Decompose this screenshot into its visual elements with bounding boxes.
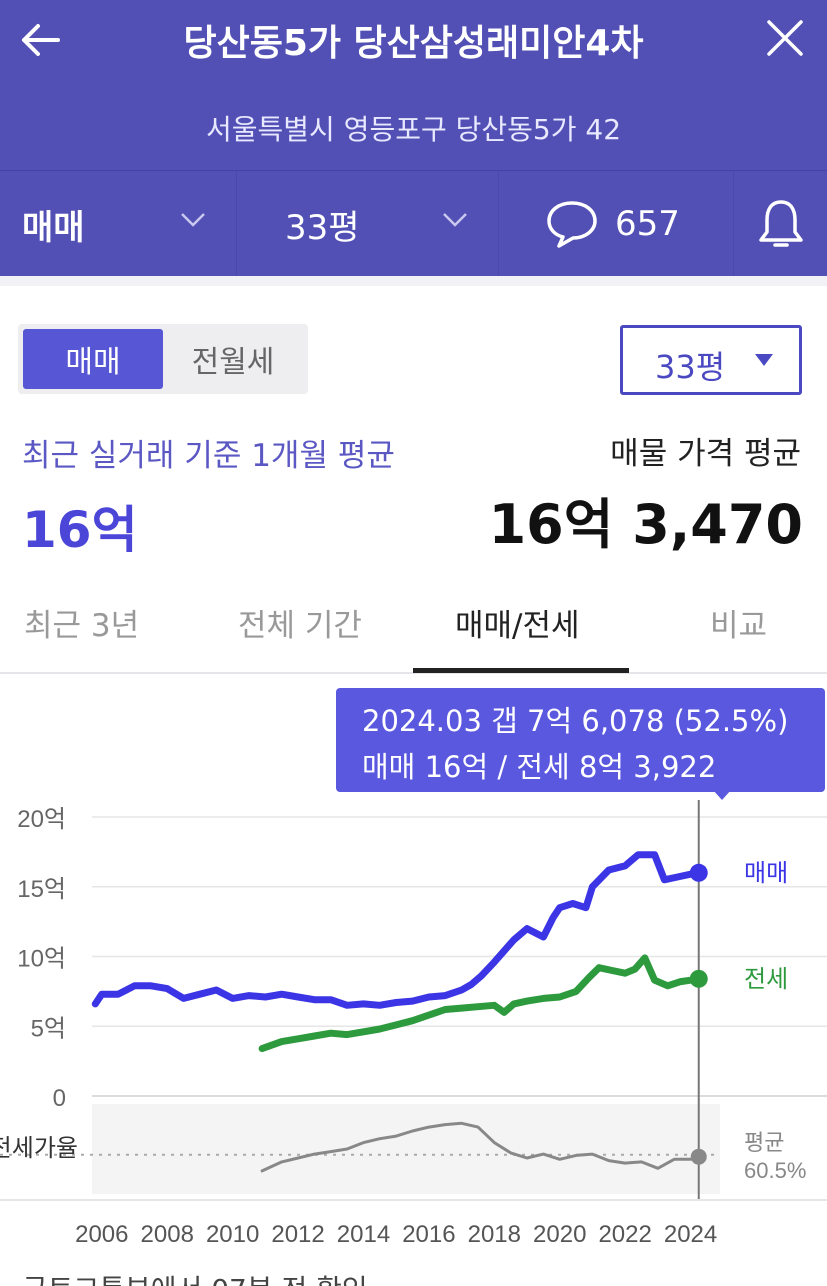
recent-trade-label: 최근 실거래 기준 1개월 평균 xyxy=(22,438,395,474)
chevron-down-icon xyxy=(443,213,467,227)
sale-end-marker xyxy=(689,863,708,882)
recent-trade-value: 16억 xyxy=(22,501,138,559)
jeonse-end-marker xyxy=(689,969,708,988)
caret-down-icon xyxy=(755,354,773,366)
x-tick-label: 2010 xyxy=(206,1221,259,1248)
y-tick-label: 0 xyxy=(53,1085,66,1112)
jeonse-end-label: 전세 xyxy=(744,966,788,993)
x-tick-label: 2016 xyxy=(402,1221,455,1248)
x-tick-label: 2020 xyxy=(533,1221,586,1248)
y-tick-label: 20억 xyxy=(17,806,66,833)
tab-compare[interactable]: 비교 xyxy=(710,608,768,644)
back-arrow-icon[interactable] xyxy=(18,18,62,62)
chart-tooltip: 2024.03 갭 7억 6,078 (52.5%) 매매 16억 / 전세 8… xyxy=(336,688,825,792)
filter-toolbar: 매매 33평 657 xyxy=(0,170,827,277)
ratio-series-line xyxy=(260,1121,701,1173)
tooltip-gap-line: 2024.03 갭 7억 6,078 (52.5%) xyxy=(362,704,789,738)
size-select-value: 33평 xyxy=(655,348,726,386)
ratio-band-bg xyxy=(92,1104,720,1194)
size-select[interactable]: 33평 xyxy=(620,325,802,395)
tooltip-arrow xyxy=(713,790,731,800)
segment-rent[interactable]: 전월세 xyxy=(191,345,275,380)
y-tick-label: 5억 xyxy=(31,1015,66,1042)
alert-button[interactable] xyxy=(734,171,827,277)
listing-average-label: 매물 가격 평균 xyxy=(610,436,801,472)
ratio-end-marker xyxy=(690,1148,707,1165)
listing-average-value: 16억 3,470 xyxy=(488,493,803,556)
x-tick-label: 2018 xyxy=(468,1221,521,1248)
bell-icon xyxy=(758,200,803,247)
x-tick-label: 2022 xyxy=(598,1221,651,1248)
close-icon[interactable] xyxy=(765,18,805,58)
trade-type-dropdown[interactable]: 매매 xyxy=(0,171,237,277)
jeonse-series-line xyxy=(258,954,703,1053)
x-tick-label: 2014 xyxy=(337,1221,390,1248)
period-tabs: 최근 3년 전체 기간 매매/전세 비교 xyxy=(0,580,827,674)
speech-bubble-icon xyxy=(547,201,597,248)
sale-end-label: 매매 xyxy=(744,860,788,887)
app-header: 당산동5가 당산삼성래미안4차 서울특별시 영등포구 당산동5가 42 xyxy=(0,0,827,170)
sale-series-line xyxy=(91,851,703,1009)
y-tick-label: 10억 xyxy=(17,946,66,973)
segment-sale[interactable]: 매매 xyxy=(23,329,163,389)
chevron-down-icon xyxy=(181,213,205,227)
trade-type-label: 매매 xyxy=(22,207,85,248)
ratio-axis-label: 전세가율 xyxy=(0,1135,78,1162)
trade-segment-control: 매매 전월세 xyxy=(18,324,308,394)
page-title: 당산동5가 당산삼성래미안4차 xyxy=(183,23,644,64)
comment-count: 657 xyxy=(615,204,680,244)
tooltip-price-line: 매매 16억 / 전세 8억 3,922 xyxy=(362,750,717,784)
tab-all-period[interactable]: 전체 기간 xyxy=(238,608,362,644)
x-tick-label: 2006 xyxy=(75,1221,128,1248)
y-tick-label: 15억 xyxy=(17,876,66,903)
active-tab-indicator xyxy=(413,668,629,673)
x-tick-label: 2008 xyxy=(141,1221,194,1248)
tab-sale-jeonse[interactable]: 매매/전세 xyxy=(455,608,580,644)
section-divider xyxy=(0,276,827,286)
x-tick-label: 2024 xyxy=(664,1221,717,1248)
tab-recent-3y[interactable]: 최근 3년 xyxy=(24,608,140,644)
comments-button[interactable]: 657 xyxy=(499,171,734,277)
size-label: 33평 xyxy=(285,207,360,248)
x-tick-label: 2012 xyxy=(271,1221,324,1248)
data-source-note: 국토교통부에서 07분 전 확인 xyxy=(22,1268,368,1286)
size-dropdown[interactable]: 33평 xyxy=(237,171,499,277)
average-label: 평균 xyxy=(744,1130,784,1155)
average-value: 60.5% xyxy=(744,1158,806,1183)
address-text: 서울특별시 영등포구 당산동5가 42 xyxy=(205,113,622,146)
